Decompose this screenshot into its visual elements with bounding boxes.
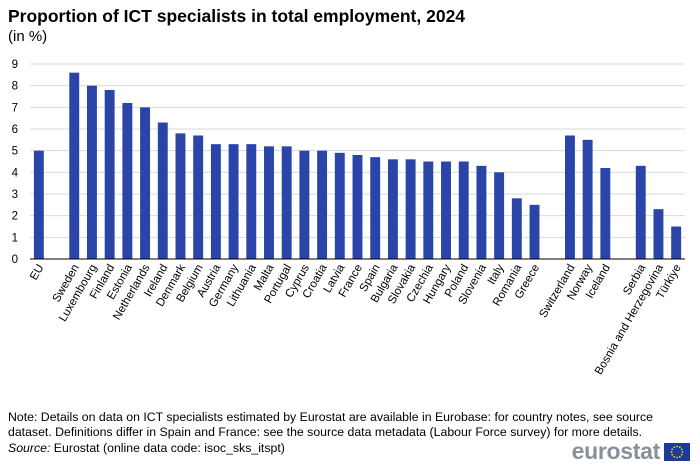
flag-star: [676, 445, 678, 447]
bar: [281, 146, 292, 259]
bar: [33, 150, 44, 259]
bar: [264, 146, 274, 259]
y-tick-label: 1: [12, 232, 18, 244]
bar: [352, 155, 363, 259]
flag-star: [676, 456, 678, 458]
eurostat-logo: eurostat: [572, 438, 690, 465]
y-tick-label: 6: [12, 124, 18, 136]
bar: [193, 135, 204, 259]
bar: [494, 172, 505, 259]
bar: [582, 139, 593, 259]
bar: [671, 226, 682, 259]
bar: [405, 159, 416, 259]
bar: [140, 107, 151, 259]
flag-star: [673, 455, 676, 458]
flag-star: [673, 445, 676, 448]
bar: [175, 133, 186, 259]
bar: [600, 168, 611, 259]
x-tick-label: EU: [28, 263, 46, 283]
flag-star: [670, 450, 673, 453]
bar: [370, 157, 381, 259]
y-tick-label: 5: [12, 146, 18, 158]
y-tick-label: 0: [12, 254, 18, 266]
y-tick-label: 9: [12, 59, 18, 71]
bar: [458, 161, 469, 259]
footnote: Note: Details on data on ICT specialists…: [8, 410, 654, 439]
flag-star: [671, 453, 674, 456]
y-tick-label: 7: [12, 102, 18, 114]
flag-star: [678, 455, 681, 458]
bar: [210, 144, 221, 259]
source-text: Eurostat (online data code: isoc_sks_its…: [50, 441, 285, 455]
bar: [476, 165, 487, 259]
bar: [387, 159, 398, 259]
eu-flag-icon: [664, 442, 690, 461]
logo-text: eurostat: [571, 438, 661, 464]
bar: [635, 165, 646, 259]
chart-title: Proportion of ICT specialists in total e…: [8, 6, 466, 26]
y-tick-label: 4: [12, 167, 19, 179]
y-tick-label: 2: [12, 211, 18, 223]
bar: [104, 90, 115, 259]
flag-star: [678, 445, 681, 448]
bar: [317, 150, 328, 259]
y-tick-label: 3: [12, 189, 18, 201]
bar: [529, 204, 540, 259]
bar: [441, 161, 451, 259]
source-label: Source:: [8, 441, 51, 455]
flag-star: [680, 447, 683, 450]
bar: [653, 209, 664, 259]
bar: [564, 135, 575, 259]
bar: [228, 144, 239, 259]
source-line: Source: Eurostat (online data code: isoc…: [8, 441, 285, 456]
flag-star: [671, 447, 674, 450]
bar: [334, 152, 345, 259]
chart-subtitle: (in %): [8, 28, 48, 45]
bar: [246, 144, 257, 259]
flag-star: [681, 450, 684, 453]
bar: [511, 198, 522, 259]
flag-star: [680, 453, 683, 456]
bar: [299, 150, 310, 259]
bar: [423, 161, 434, 259]
bar: [69, 72, 80, 260]
bar: [122, 103, 133, 259]
bar: [157, 122, 168, 259]
y-tick-label: 8: [12, 81, 18, 93]
bar: [87, 85, 97, 260]
